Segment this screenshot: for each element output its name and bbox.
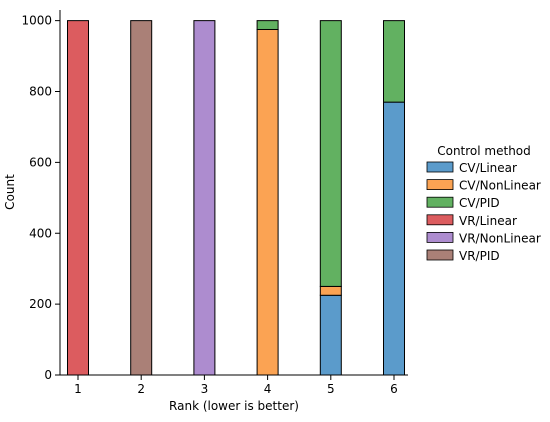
legend-items: CV/Linear CV/NonLinear CV/PID VR/Linear VR/N… (426, 161, 541, 263)
bar-cv-pid-rank-4 (256, 20, 279, 30)
y-tick-label: 0 (44, 368, 52, 382)
legend-label-cv-pid: CV/PID (459, 196, 500, 210)
legend-title: Control method (437, 144, 531, 158)
y-tick-label: 200 (29, 297, 52, 311)
legend-swatch-cv-pid (426, 196, 454, 208)
legend-label-cv-linear: CV/Linear (459, 161, 517, 175)
x-tick-label: 4 (264, 382, 272, 396)
legend: Control method CV/Linear CV/NonLinear CV/P… (426, 144, 541, 263)
bar-cv-pid-rank-5 (319, 20, 342, 287)
legend-swatch-cv-nonlinear (426, 179, 454, 191)
bar-cv-nonlinear-rank-5 (319, 285, 342, 296)
bar-cv-nonlinear-rank-4 (256, 28, 279, 376)
x-tick-label: 1 (74, 382, 82, 396)
y-ticks: 0 200 400 600 800 1000 (21, 14, 60, 382)
x-tick-label: 5 (327, 382, 335, 396)
legend-label-vr-pid: VR/PID (459, 249, 500, 263)
bar-cv-linear-rank-6 (383, 101, 405, 376)
legend-swatch-vr-linear (426, 214, 454, 226)
legend-label-vr-nonlinear: VR/NonLinear (459, 231, 541, 245)
legend-label-cv-nonlinear: CV/NonLinear (459, 179, 541, 193)
x-tick-label: 3 (201, 382, 209, 396)
y-tick-label: 400 (29, 226, 52, 240)
legend-swatch-vr-pid (426, 249, 454, 261)
x-ticks: 1 2 3 4 5 6 (74, 375, 398, 396)
x-tick-label: 2 (137, 382, 145, 396)
x-tick-label: 6 (390, 382, 398, 396)
bars-layer (67, 20, 405, 376)
bar-vr-nonlinear-rank-3 (193, 20, 216, 376)
y-tick-label: 600 (29, 155, 52, 169)
y-tick-label: 800 (29, 85, 52, 99)
legend-label-vr-linear: VR/Linear (459, 214, 517, 228)
legend-swatch-vr-nonlinear (426, 231, 454, 243)
y-axis-label: Count (3, 174, 17, 210)
x-axis-label: Rank (lower is better) (169, 399, 299, 413)
bar-vr-linear-rank-1 (67, 20, 89, 376)
axes-layer (59, 10, 408, 376)
bar-cv-linear-rank-5 (319, 294, 342, 376)
bar-cv-pid-rank-6 (383, 20, 405, 103)
bar-vr-pid-rank-2 (130, 20, 153, 376)
legend-swatch-cv-linear (426, 161, 454, 173)
y-tick-label: 1000 (21, 14, 52, 28)
